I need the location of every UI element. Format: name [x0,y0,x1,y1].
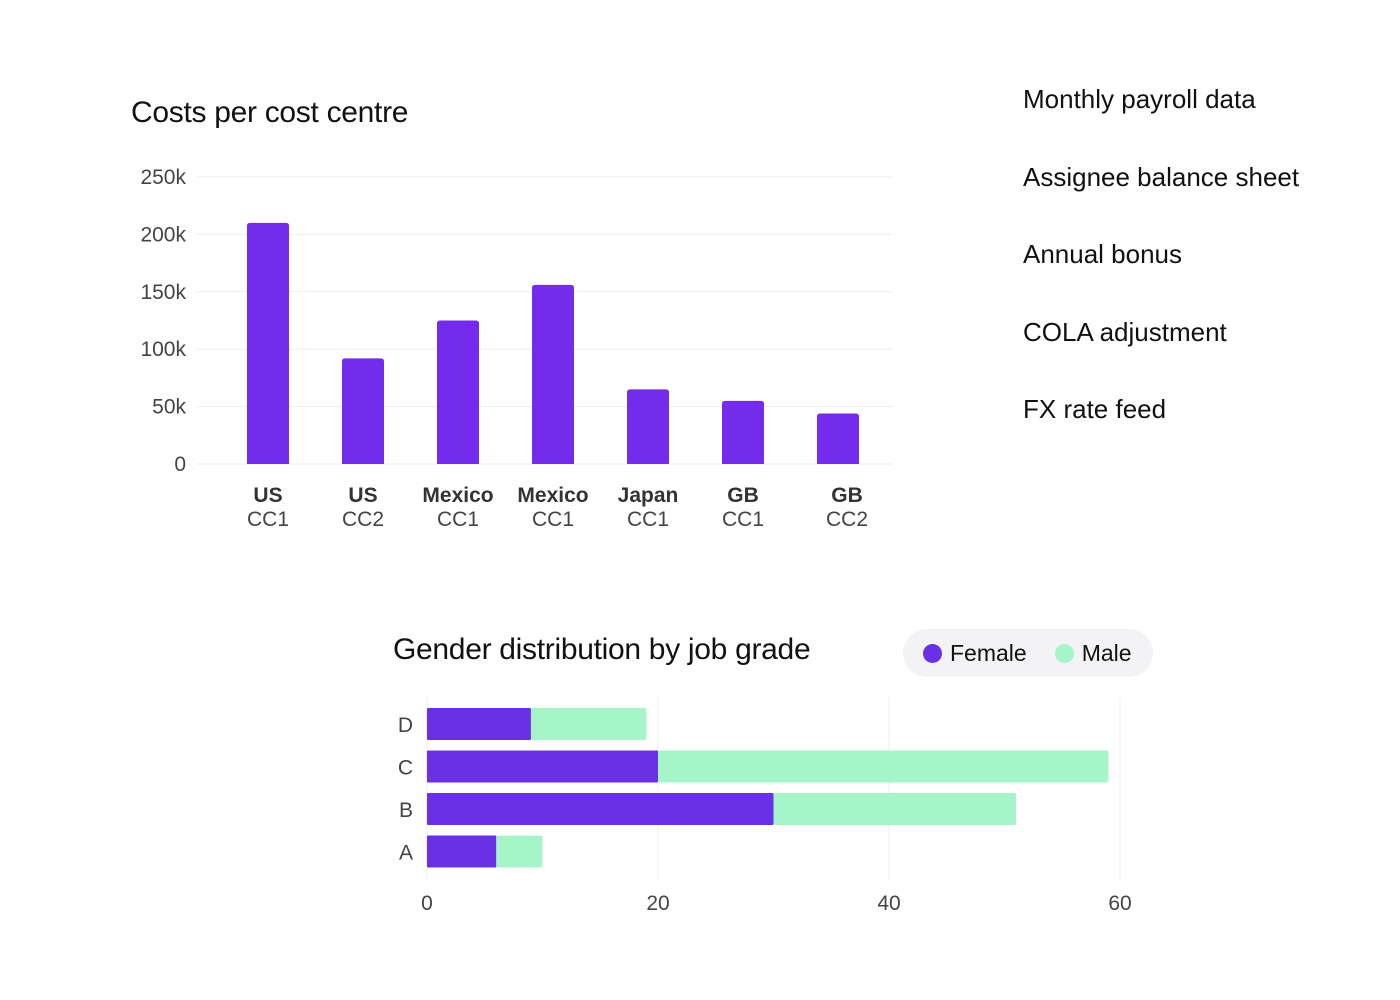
bar-segment-female [427,835,497,868]
cost-centre-bar-chart: 050k100k150k200k250kUSCC1USCC2MexicoCC1M… [140,166,893,531]
x-category-label: GB [727,484,759,507]
bar [437,320,479,464]
x-category-sublabel: CC2 [342,508,384,531]
y-tick-label: 50k [152,396,186,419]
bar-segment-male [496,835,543,868]
bar [247,222,289,464]
y-category-label: B [399,799,413,822]
x-tick-label: 0 [421,892,433,915]
x-category-sublabel: CC2 [826,508,868,531]
feed-item-annual-bonus[interactable]: Annual bonus [1023,239,1183,269]
x-category-label: GB [831,484,863,507]
x-category-label: US [348,484,377,507]
y-tick-label: 250k [140,166,186,189]
bar-segment-female [427,708,531,740]
x-category-sublabel: CC1 [722,508,764,531]
y-category-label: A [399,842,413,865]
y-tick-label: 100k [140,338,186,361]
feed-item-fx-rate-feed[interactable]: FX rate feed [1023,394,1167,424]
gender-chart-legend: Female Male [903,629,1153,677]
legend-entry-female[interactable]: Female [923,640,1027,667]
y-tick-label: 200k [140,223,186,246]
feed-item-cola-adjustment[interactable]: COLA adjustment [1023,316,1227,347]
gender-chart-title: Gender distribution by job grade [393,633,811,666]
y-category-label: C [398,757,413,780]
y-category-label: D [398,714,413,737]
cost-chart-title: Costs per cost centre [131,96,409,129]
bar-segment-female [427,793,774,825]
x-category-label: Japan [618,484,679,507]
x-category-sublabel: CC1 [247,508,289,531]
x-tick-label: 40 [877,892,900,915]
bar [532,284,574,464]
bar-segment-male [773,793,1017,825]
feed-item-assignee-balance-sheet[interactable]: Assignee balance sheet [1023,161,1300,192]
x-category-sublabel: CC1 [532,508,574,531]
x-category-label: US [253,484,282,507]
x-category-label: Mexico [517,484,588,507]
x-category-sublabel: CC1 [627,508,669,531]
male-swatch-icon [1054,643,1074,663]
bar [627,389,669,464]
feed-item-monthly-payroll[interactable]: Monthly payroll data [1023,84,1256,114]
legend-label-male: Male [1081,639,1132,666]
x-category-sublabel: CC1 [437,508,479,531]
legend-entry-male[interactable]: Male [1054,639,1132,667]
female-swatch-icon [923,643,942,663]
legend-label-female: Female [950,639,1027,666]
bar [342,358,384,464]
bar-segment-male [658,750,1109,783]
data-feed-list: Monthly payroll data Assignee balance sh… [1023,82,1299,470]
bar-segment-male [530,708,647,740]
x-tick-label: 60 [1108,892,1131,915]
bar [722,400,764,464]
bar-segment-female [427,750,658,783]
y-tick-label: 150k [140,281,186,304]
x-category-label: Mexico [422,484,493,507]
bar [817,413,859,464]
x-tick-label: 20 [646,892,669,915]
y-tick-label: 0 [174,453,186,476]
